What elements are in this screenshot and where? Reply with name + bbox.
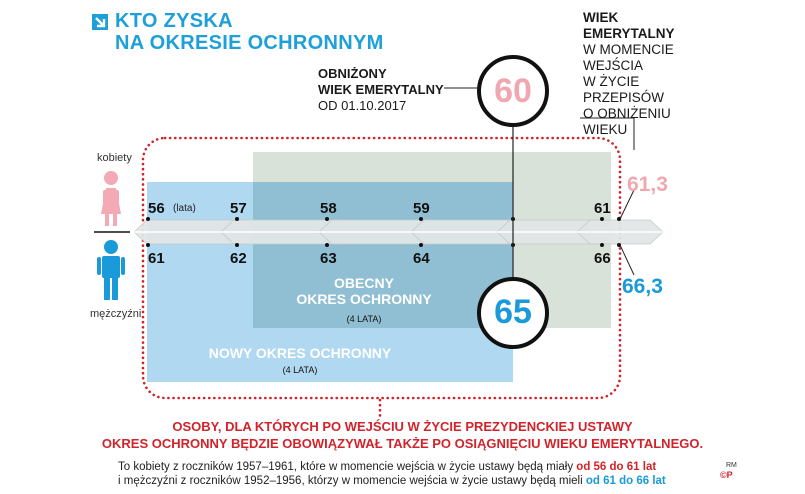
women-circle-value: 60 <box>494 72 532 110</box>
current-period-duration: (4 LATA) <box>346 314 382 324</box>
footer-note: To kobiety z roczników 1957–1961, które … <box>118 461 666 487</box>
new-period-duration: (4 LATA) <box>282 365 318 375</box>
men-age-circle <box>477 277 549 349</box>
woman-icon <box>101 171 121 226</box>
men-label: mężczyźni <box>90 308 142 320</box>
men-age: 64 <box>413 250 430 267</box>
bottom-note: OSOBY, DLA KTÓRYCH PO WEJŚCIU W ŻYCIE PR… <box>101 419 704 451</box>
men-age: 61 <box>148 250 165 267</box>
women-age: 61 <box>594 200 611 217</box>
current-period-label: OBECNY OKRES OCHRONNY <box>296 275 432 307</box>
author-initials: RM <box>726 462 737 469</box>
men-age: 63 <box>320 250 337 267</box>
women-age: 59 <box>413 200 430 217</box>
new-period-label: NOWY OKRES OCHRONNY <box>208 345 392 361</box>
women-age: 56 <box>148 200 165 217</box>
dotted-frame <box>141 136 622 400</box>
timeline-dots <box>146 217 621 247</box>
women-age-circle <box>477 55 549 127</box>
men-age: 66 <box>594 250 611 267</box>
overlap-area <box>253 182 513 328</box>
men-side-value: 66,3 <box>622 275 663 298</box>
man-icon <box>97 240 125 300</box>
women-age: 57 <box>230 200 247 217</box>
page-title: KTO ZYSKA NA OKRESIE OCHRONNYM <box>115 10 384 54</box>
men-age: 62 <box>230 250 247 267</box>
men-circle-value: 65 <box>494 293 532 331</box>
lowered-age-label: OBNIŻONY WIEK EMERYTALNY OD 01.10.2017 <box>318 66 444 113</box>
copyright-mark: ©P <box>720 470 733 480</box>
side-note: WIEK EMERYTALNY W MOMENCIE WEJŚCIA W ŻYC… <box>583 10 675 137</box>
women-age: 58 <box>320 200 337 217</box>
arrow-icon <box>92 14 108 30</box>
women-side-value: 61,3 <box>627 173 668 196</box>
years-unit: (lata) <box>173 203 196 214</box>
women-label: kobiety <box>97 152 132 164</box>
